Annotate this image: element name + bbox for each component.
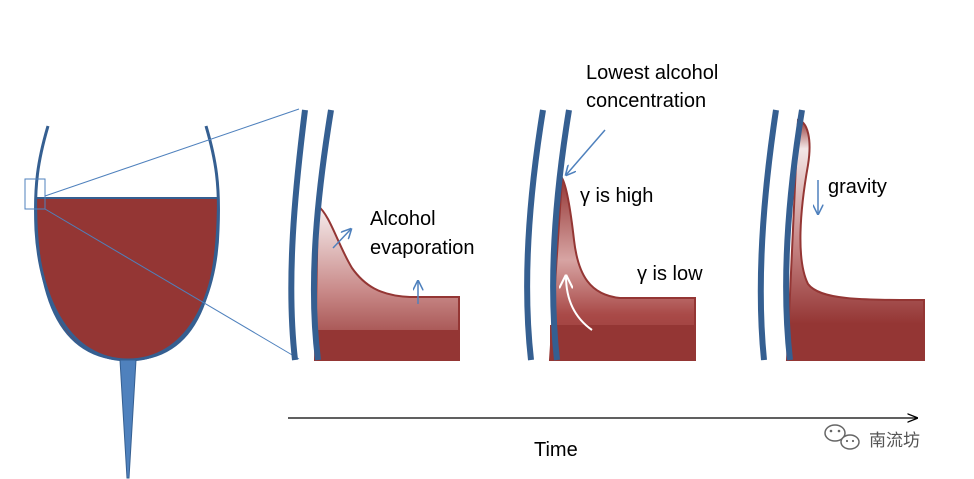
wine-film-panel3 [785,118,925,361]
zoom-line-bottom [44,208,300,360]
wine-bulk-panel3 [787,325,924,360]
evaporation-arrow-icon [332,229,351,249]
watermark-text: 南流坊 [869,431,920,451]
pointer-arrow-icon [566,129,606,175]
lowest-concentration-label-line1: Lowest alcohol [586,62,719,84]
gamma-high-label: γ is high [580,185,654,207]
wine-glass [24,108,300,479]
glass-wall-inner-panel2 [550,109,572,361]
marangoni-flow-arrow-icon [566,276,593,331]
alcohol-evaporation-label-line1: Alcohol [370,208,436,230]
glass-wall-inner-panel1 [310,109,334,361]
glass-wall-outer-panel2 [524,109,546,361]
wine-bulk-panel2 [550,325,695,360]
wine-in-glass [34,197,220,362]
wine-bulk-panel1 [315,330,459,360]
wine-film-panel2 [548,174,696,361]
alcohol-evaporation-label-line2: evaporation [370,237,475,259]
glass-stem [119,359,137,479]
wine-film-panel1 [313,204,460,361]
zoom-line-top [44,108,300,197]
panel-evaporation [288,109,460,361]
gravity-label: gravity [828,176,887,198]
gamma-low-label: γ is low [637,263,703,285]
time-axis-label: Time [534,439,578,461]
zoom-region-box [24,178,46,210]
panel-gravity [757,109,925,361]
lowest-concentration-label-line2: concentration [586,90,707,112]
glass-wall-outer-panel3 [757,109,779,361]
panel-surface-tension [524,109,696,361]
wechat-icon [824,424,860,450]
glass-wall-outer-panel1 [288,109,308,361]
glass-wall-inner-panel3 [783,109,805,361]
